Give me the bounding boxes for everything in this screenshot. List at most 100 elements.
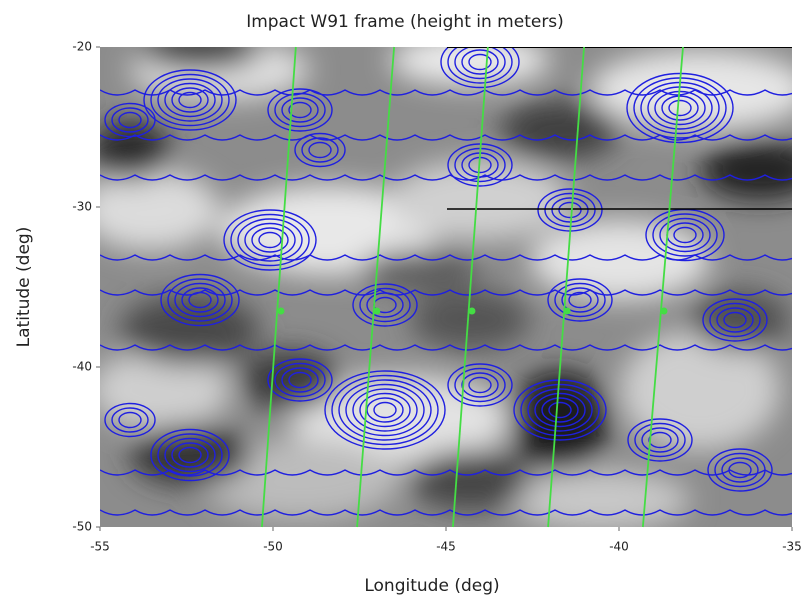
- shade: [100, 120, 170, 180]
- contour-line: [267, 358, 333, 402]
- contour-line: [359, 392, 411, 428]
- contour-line: [100, 89, 792, 96]
- contour-line: [461, 49, 499, 75]
- contour-line: [150, 73, 230, 127]
- contour-line: [111, 407, 149, 433]
- shade: [620, 330, 780, 450]
- contour-line: [100, 289, 792, 296]
- contour-line: [164, 82, 216, 118]
- contour-line: [709, 302, 761, 338]
- x-axis-label: Longitude (deg): [364, 576, 499, 596]
- contour-line: [118, 411, 142, 429]
- contour-line: [230, 213, 310, 267]
- contour-line: [359, 287, 411, 323]
- contour-line: [100, 134, 792, 141]
- contour-line: [178, 446, 202, 464]
- height-field: [100, 47, 792, 527]
- contour-line: [171, 87, 209, 113]
- contour-line: [561, 287, 599, 313]
- contour-line: [237, 218, 303, 262]
- y-tick-label: -20: [72, 40, 92, 54]
- contour-line: [551, 197, 589, 223]
- y-tick-label: -50: [72, 520, 92, 534]
- y-tick-label: -30: [72, 200, 92, 214]
- shade: [100, 170, 220, 250]
- contour-line: [634, 422, 686, 458]
- contour-line: [288, 101, 312, 119]
- x-tick-label: -40: [609, 540, 629, 554]
- contour-line: [157, 433, 223, 477]
- contour-line: [100, 469, 792, 476]
- track-point: [373, 307, 381, 315]
- contour-line: [659, 217, 711, 253]
- contour-line: [274, 362, 326, 398]
- contour-line: [100, 509, 792, 516]
- x-tick-label: -35: [782, 540, 802, 554]
- contour-line: [702, 298, 768, 342]
- contour-line: [308, 141, 332, 159]
- contour-line: [104, 102, 156, 138]
- track-line: [356, 46, 395, 528]
- contour-line: [331, 374, 439, 446]
- contour-line: [294, 132, 346, 168]
- contour-line: [118, 111, 142, 129]
- contour-line: [534, 392, 586, 428]
- contour-line: [111, 107, 149, 133]
- shade: [120, 295, 260, 365]
- contour-line: [568, 291, 592, 309]
- x-tick-label: -50: [263, 540, 283, 554]
- contour-line: [447, 47, 513, 84]
- shade: [240, 350, 340, 410]
- contour-line: [157, 78, 223, 122]
- shade: [200, 440, 400, 520]
- contour-line: [178, 91, 202, 109]
- contour-line: [100, 254, 792, 261]
- track-line: [641, 46, 684, 528]
- contour-line: [160, 273, 240, 327]
- contour-line: [164, 437, 216, 473]
- contour-line: [454, 47, 506, 80]
- contour-line: [721, 457, 759, 483]
- shade: [690, 290, 790, 350]
- contour-line: [513, 379, 607, 441]
- contour-line: [171, 442, 209, 468]
- shade: [130, 425, 250, 485]
- contour-line: [520, 383, 600, 437]
- contour-line: [648, 431, 672, 449]
- contour-line: [547, 278, 613, 322]
- contour-line: [447, 363, 513, 407]
- contour-line: [627, 418, 693, 462]
- contour-line: [181, 287, 219, 313]
- contour-line: [723, 311, 747, 329]
- contour-line: [454, 367, 506, 403]
- contour-line: [461, 372, 499, 398]
- contour-line: [641, 427, 679, 453]
- y-axis-label: Latitude (deg): [14, 227, 34, 348]
- shade: [700, 140, 792, 200]
- contour-line: [541, 397, 579, 423]
- contour-line: [244, 222, 296, 258]
- shade: [530, 220, 710, 300]
- x-tick-label: -55: [90, 540, 110, 554]
- y-tick-label: -40: [72, 360, 92, 374]
- contour-line: [345, 383, 425, 437]
- contour-line: [100, 344, 792, 351]
- contour-line: [548, 401, 572, 419]
- track-point: [277, 307, 285, 315]
- contour-line: [100, 174, 792, 181]
- contour-line: [558, 201, 582, 219]
- track-point: [468, 307, 476, 315]
- contour-line: [468, 53, 492, 71]
- shade: [100, 350, 230, 430]
- contour-line: [143, 69, 237, 131]
- contour-line: [652, 213, 718, 257]
- shade: [410, 290, 530, 350]
- contour-line: [352, 388, 418, 432]
- contour-line: [251, 227, 289, 253]
- contour-line: [338, 379, 432, 441]
- shade: [410, 450, 530, 510]
- track-line: [547, 46, 585, 528]
- shade: [510, 370, 610, 470]
- contour-line: [527, 388, 593, 432]
